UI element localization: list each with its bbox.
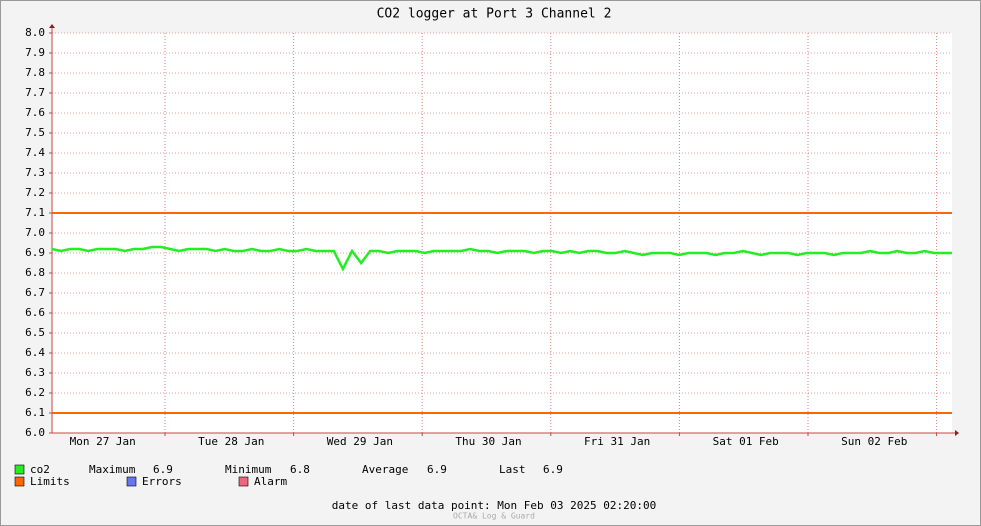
- y-tick-label: 7.7: [25, 86, 45, 99]
- y-axis-arrow: [49, 24, 55, 28]
- x-axis-arrow: [955, 430, 959, 436]
- data-line: [51, 245, 952, 272]
- legend-swatch: [14, 464, 25, 475]
- stat-label: Last: [499, 463, 526, 476]
- y-tick-label: 7.6: [25, 106, 45, 119]
- y-tick-label: 6.8: [25, 266, 45, 279]
- stat-value: 6.8: [290, 463, 310, 476]
- stat-value: 6.9: [427, 463, 447, 476]
- x-tick-label: Tue 28 Jan: [198, 435, 264, 448]
- stat-label: Maximum: [89, 463, 136, 476]
- y-tick-label: 7.8: [25, 66, 45, 79]
- watermark: OCTA& Log & Guard: [453, 512, 535, 521]
- legend-swatch: [14, 476, 25, 487]
- y-tick-label: 7.3: [25, 166, 45, 179]
- legend-label: Limits: [30, 475, 70, 488]
- x-tick-label: Wed 29 Jan: [327, 435, 393, 448]
- y-tick-label: 6.4: [25, 346, 45, 359]
- stat-value: 6.9: [543, 463, 563, 476]
- x-tick-label: Mon 27 Jan: [70, 435, 136, 448]
- legend-label: co2: [30, 463, 50, 476]
- legend-swatch: [126, 476, 137, 487]
- x-tick-label: Sun 02 Feb: [841, 435, 907, 448]
- y-tick-label: 6.6: [25, 306, 45, 319]
- y-tick-label: 7.5: [25, 126, 45, 139]
- legend-label: Alarm: [254, 475, 287, 488]
- legend-label: Errors: [142, 475, 182, 488]
- stat-label: Average: [362, 463, 408, 476]
- chart-title: CO2 logger at Port 3 Channel 2: [377, 7, 612, 22]
- stat-value: 6.9: [153, 463, 173, 476]
- y-tick-label: 7.4: [25, 146, 45, 159]
- y-tick-label: 8.0: [25, 26, 45, 39]
- y-tick-label: 7.2: [25, 186, 45, 199]
- y-tick-label: 6.7: [25, 286, 45, 299]
- x-tick-label: Fri 31 Jan: [584, 435, 650, 448]
- y-tick-label: 6.1: [25, 406, 45, 419]
- y-tick-label: 6.5: [25, 326, 45, 339]
- y-tick-label: 6.3: [25, 366, 45, 379]
- y-tick-label: 7.1: [25, 206, 45, 219]
- x-tick-label: Sat 01 Feb: [713, 435, 779, 448]
- legend-swatch: [238, 476, 249, 487]
- y-tick-label: 6.2: [25, 386, 45, 399]
- y-tick-label: 6.0: [25, 426, 45, 439]
- y-tick-label: 7.0: [25, 226, 45, 239]
- y-tick-label: 7.9: [25, 46, 45, 59]
- y-tick-label: 6.9: [25, 246, 45, 259]
- footer: date of last data point: Mon Feb 03 2025…: [332, 499, 657, 512]
- x-tick-label: Thu 30 Jan: [455, 435, 521, 448]
- stat-label: Minimum: [225, 463, 272, 476]
